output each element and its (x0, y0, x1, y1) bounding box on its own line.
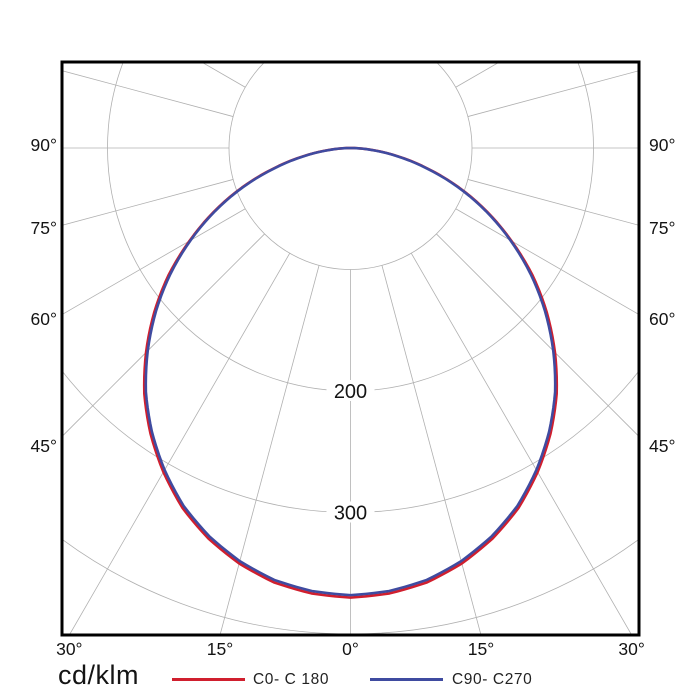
legend-label-c90-c270: C90- C270 (452, 671, 533, 688)
plot-frame (60, 60, 641, 637)
grid-ray-45 (436, 233, 639, 438)
grid-circle-300 (62, 370, 639, 513)
grid-ray--75 (62, 179, 234, 226)
right-angle-label-60: 60° (649, 309, 675, 329)
left-angle-label-45: 45° (31, 436, 57, 456)
grid-ray--15 (219, 265, 320, 635)
radial-value-label-300: 300 (334, 503, 367, 525)
grid-ray--105 (62, 70, 234, 117)
bottom-angle-label-0: 30° (56, 639, 82, 659)
bottom-angle-label-3: 15° (468, 639, 494, 659)
grid-ray-15 (381, 265, 482, 635)
right-angle-label-45: 45° (649, 436, 675, 456)
grid-ray-30 (410, 253, 633, 635)
intensity-curves (142, 146, 559, 599)
bottom-angle-label-4: 30° (618, 639, 644, 659)
legend-label-c0-c180: C0- C 180 (253, 671, 330, 688)
left-angle-label-60: 60° (31, 309, 57, 329)
radial-value-label-200: 200 (334, 381, 367, 403)
grid-ray-75 (467, 179, 639, 226)
grid-ray--45 (62, 233, 265, 438)
grid-ray--60 (62, 208, 246, 316)
left-angle-label-90: 90° (31, 135, 57, 155)
value-label-bg-300 (326, 501, 375, 523)
bottom-angle-label-2: 0° (342, 639, 359, 659)
left-angle-label-75: 75° (31, 218, 57, 238)
curve-c90-c270 (144, 146, 557, 597)
legend-line-c90-c270 (370, 678, 443, 681)
grid-ray-60 (455, 208, 639, 316)
grid-circle-400 (62, 538, 639, 635)
right-angle-label-75: 75° (649, 218, 675, 238)
unit-label: cd/klm (58, 660, 140, 690)
value-label-bg-200 (326, 380, 375, 401)
grid-ray-120 (455, 62, 501, 88)
right-angle-label-90: 90° (649, 135, 675, 155)
grid-ray-105 (467, 70, 639, 117)
legend-line-c0-c180 (172, 678, 245, 681)
grid-ray--30 (68, 253, 291, 635)
grid-ray--120 (200, 62, 246, 88)
bottom-angle-label-1: 15° (207, 639, 233, 659)
